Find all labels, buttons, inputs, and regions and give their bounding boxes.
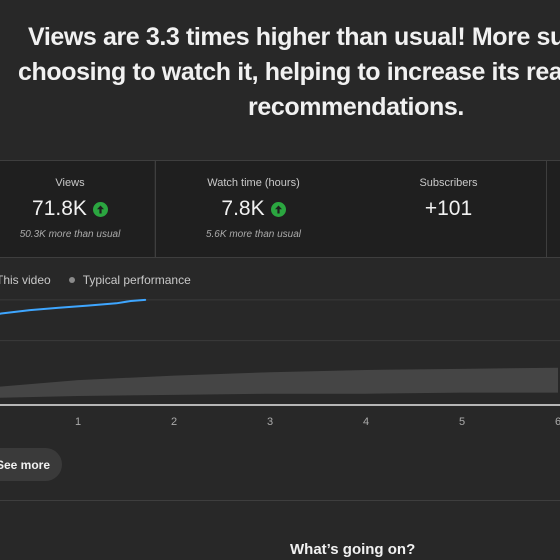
performance-chart: 1 2 3 4 5 6 [0,298,560,428]
x-tick-label: 5 [459,416,465,428]
trend-up-icon [270,201,286,217]
trend-up-icon [92,201,108,217]
metric-note: 5.6K more than usual [205,229,302,240]
metric-value: 7.8K [221,197,265,220]
metric-label: Views [55,177,85,189]
typical-performance-band [0,367,558,398]
legend-typical-dot-icon [68,277,75,283]
x-tick-label: 2 [171,416,177,428]
metric-label: Subscribers [419,177,478,189]
headline-line-2: choosing to watch it, helping to increas… [18,58,560,86]
metric-card-views[interactable]: Views 71.8K 50.3K more than usual [0,161,154,257]
metric-value: 71.8K [32,197,87,220]
series-line-this-video [0,298,147,315]
metric-label: Watch time (hours) [207,177,300,189]
metric-note: 50.3K more than usual [19,229,121,240]
x-tick-label: 4 [363,416,369,428]
section-divider [0,500,560,501]
legend-this-video: This video [0,273,51,287]
metric-value: +101 [424,197,473,220]
chart-legend: This video Typical performance [0,273,191,287]
legend-typical: Typical performance [82,273,191,287]
see-more-button[interactable]: See more [0,448,62,481]
x-tick-label: 6 [555,416,560,428]
section-title: What’s going on? [290,541,416,558]
metric-card-subscribers[interactable]: Subscribers +101 [351,161,547,257]
metric-card-watch-time[interactable]: Watch time (hours) 7.8K 5.6K more than u… [155,161,352,257]
metric-card-partial[interactable] [547,161,560,257]
metrics-row: Views 71.8K 50.3K more than usual Watch … [0,160,560,258]
x-tick-label: 1 [75,416,81,428]
x-tick-label: 3 [267,416,273,428]
headline-line-1: Views are 3.3 times higher than usual! M… [28,23,560,51]
headline-line-3: recommendations. [248,93,464,121]
